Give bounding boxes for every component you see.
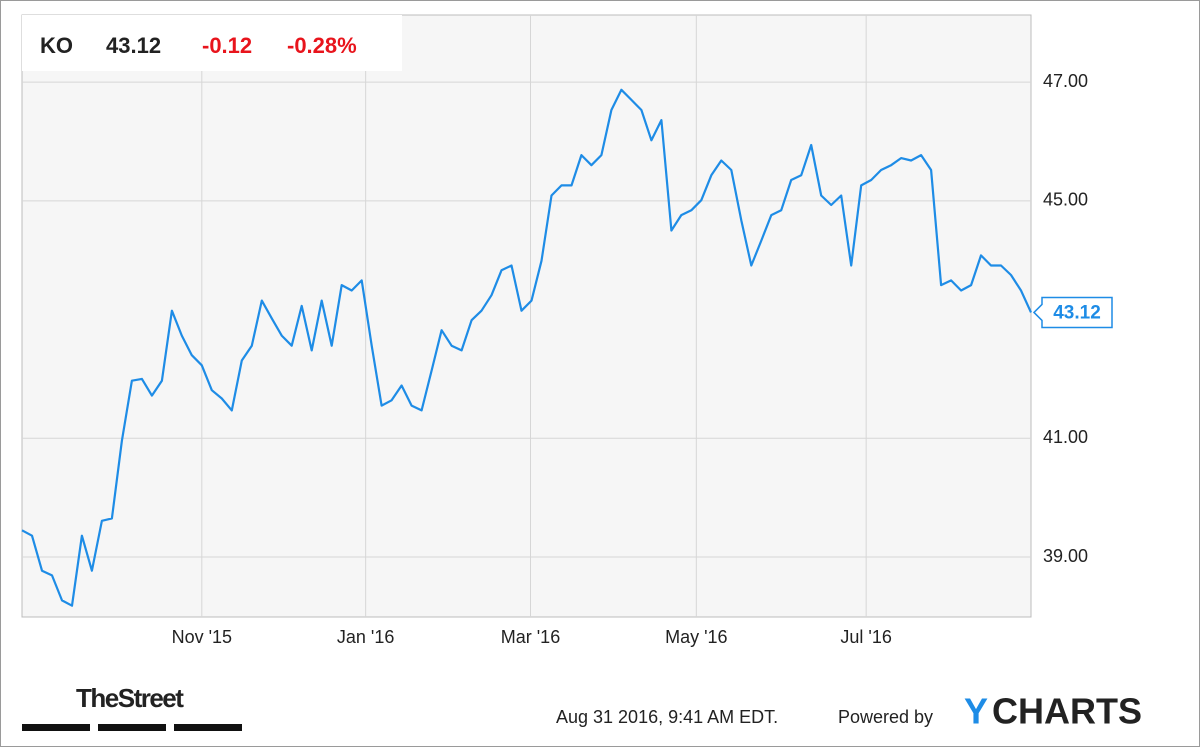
timestamp: Aug 31 2016, 9:41 AM EDT. [556, 707, 778, 727]
logo-bar [98, 724, 166, 731]
plot-area [21, 14, 1032, 618]
source-logo: TheStreet [76, 683, 184, 713]
last-value-label: 43.12 [1053, 302, 1101, 323]
brand-rest: CHARTS [992, 691, 1142, 732]
grid [22, 15, 1031, 617]
last-value-box [1032, 296, 1113, 329]
header-box [22, 15, 402, 71]
change: -0.12 [202, 33, 252, 58]
logo-bar [174, 724, 242, 731]
change-pct: -0.28% [287, 33, 357, 58]
brand-y: Y [964, 691, 988, 732]
y-tick-label: 41.00 [1043, 427, 1088, 447]
y-tick-label: 45.00 [1043, 190, 1088, 210]
x-tick-label: May '16 [665, 627, 727, 647]
y-tick-label: 39.00 [1043, 546, 1088, 566]
x-tick-label: Mar '16 [501, 627, 560, 647]
y-tick-label: 47.00 [1043, 71, 1088, 91]
powered-by: Powered by [838, 707, 933, 727]
x-tick-label: Jan '16 [337, 627, 394, 647]
x-tick-label: Nov '15 [172, 627, 232, 647]
price: 43.12 [106, 33, 161, 58]
logo-bar [22, 724, 90, 731]
price-line [21, 88, 1033, 607]
x-tick-label: Jul '16 [840, 627, 891, 647]
ticker: KO [40, 33, 73, 58]
